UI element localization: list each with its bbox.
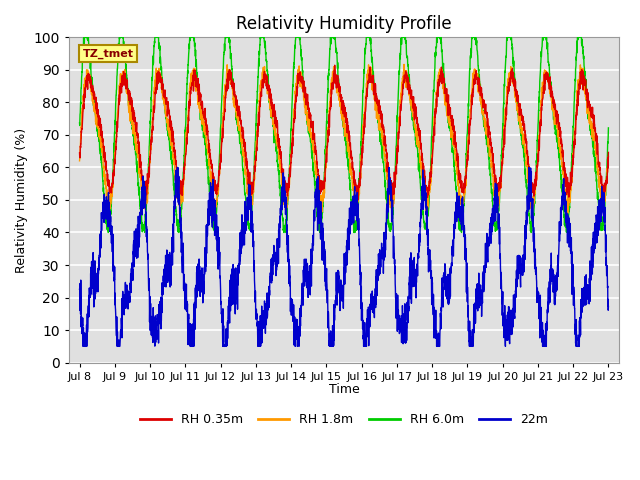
Text: TZ_tmet: TZ_tmet xyxy=(83,48,134,59)
X-axis label: Time: Time xyxy=(328,383,359,396)
Legend: RH 0.35m, RH 1.8m, RH 6.0m, 22m: RH 0.35m, RH 1.8m, RH 6.0m, 22m xyxy=(135,408,553,431)
Y-axis label: Relativity Humidity (%): Relativity Humidity (%) xyxy=(15,127,28,273)
Title: Relativity Humidity Profile: Relativity Humidity Profile xyxy=(236,15,452,33)
